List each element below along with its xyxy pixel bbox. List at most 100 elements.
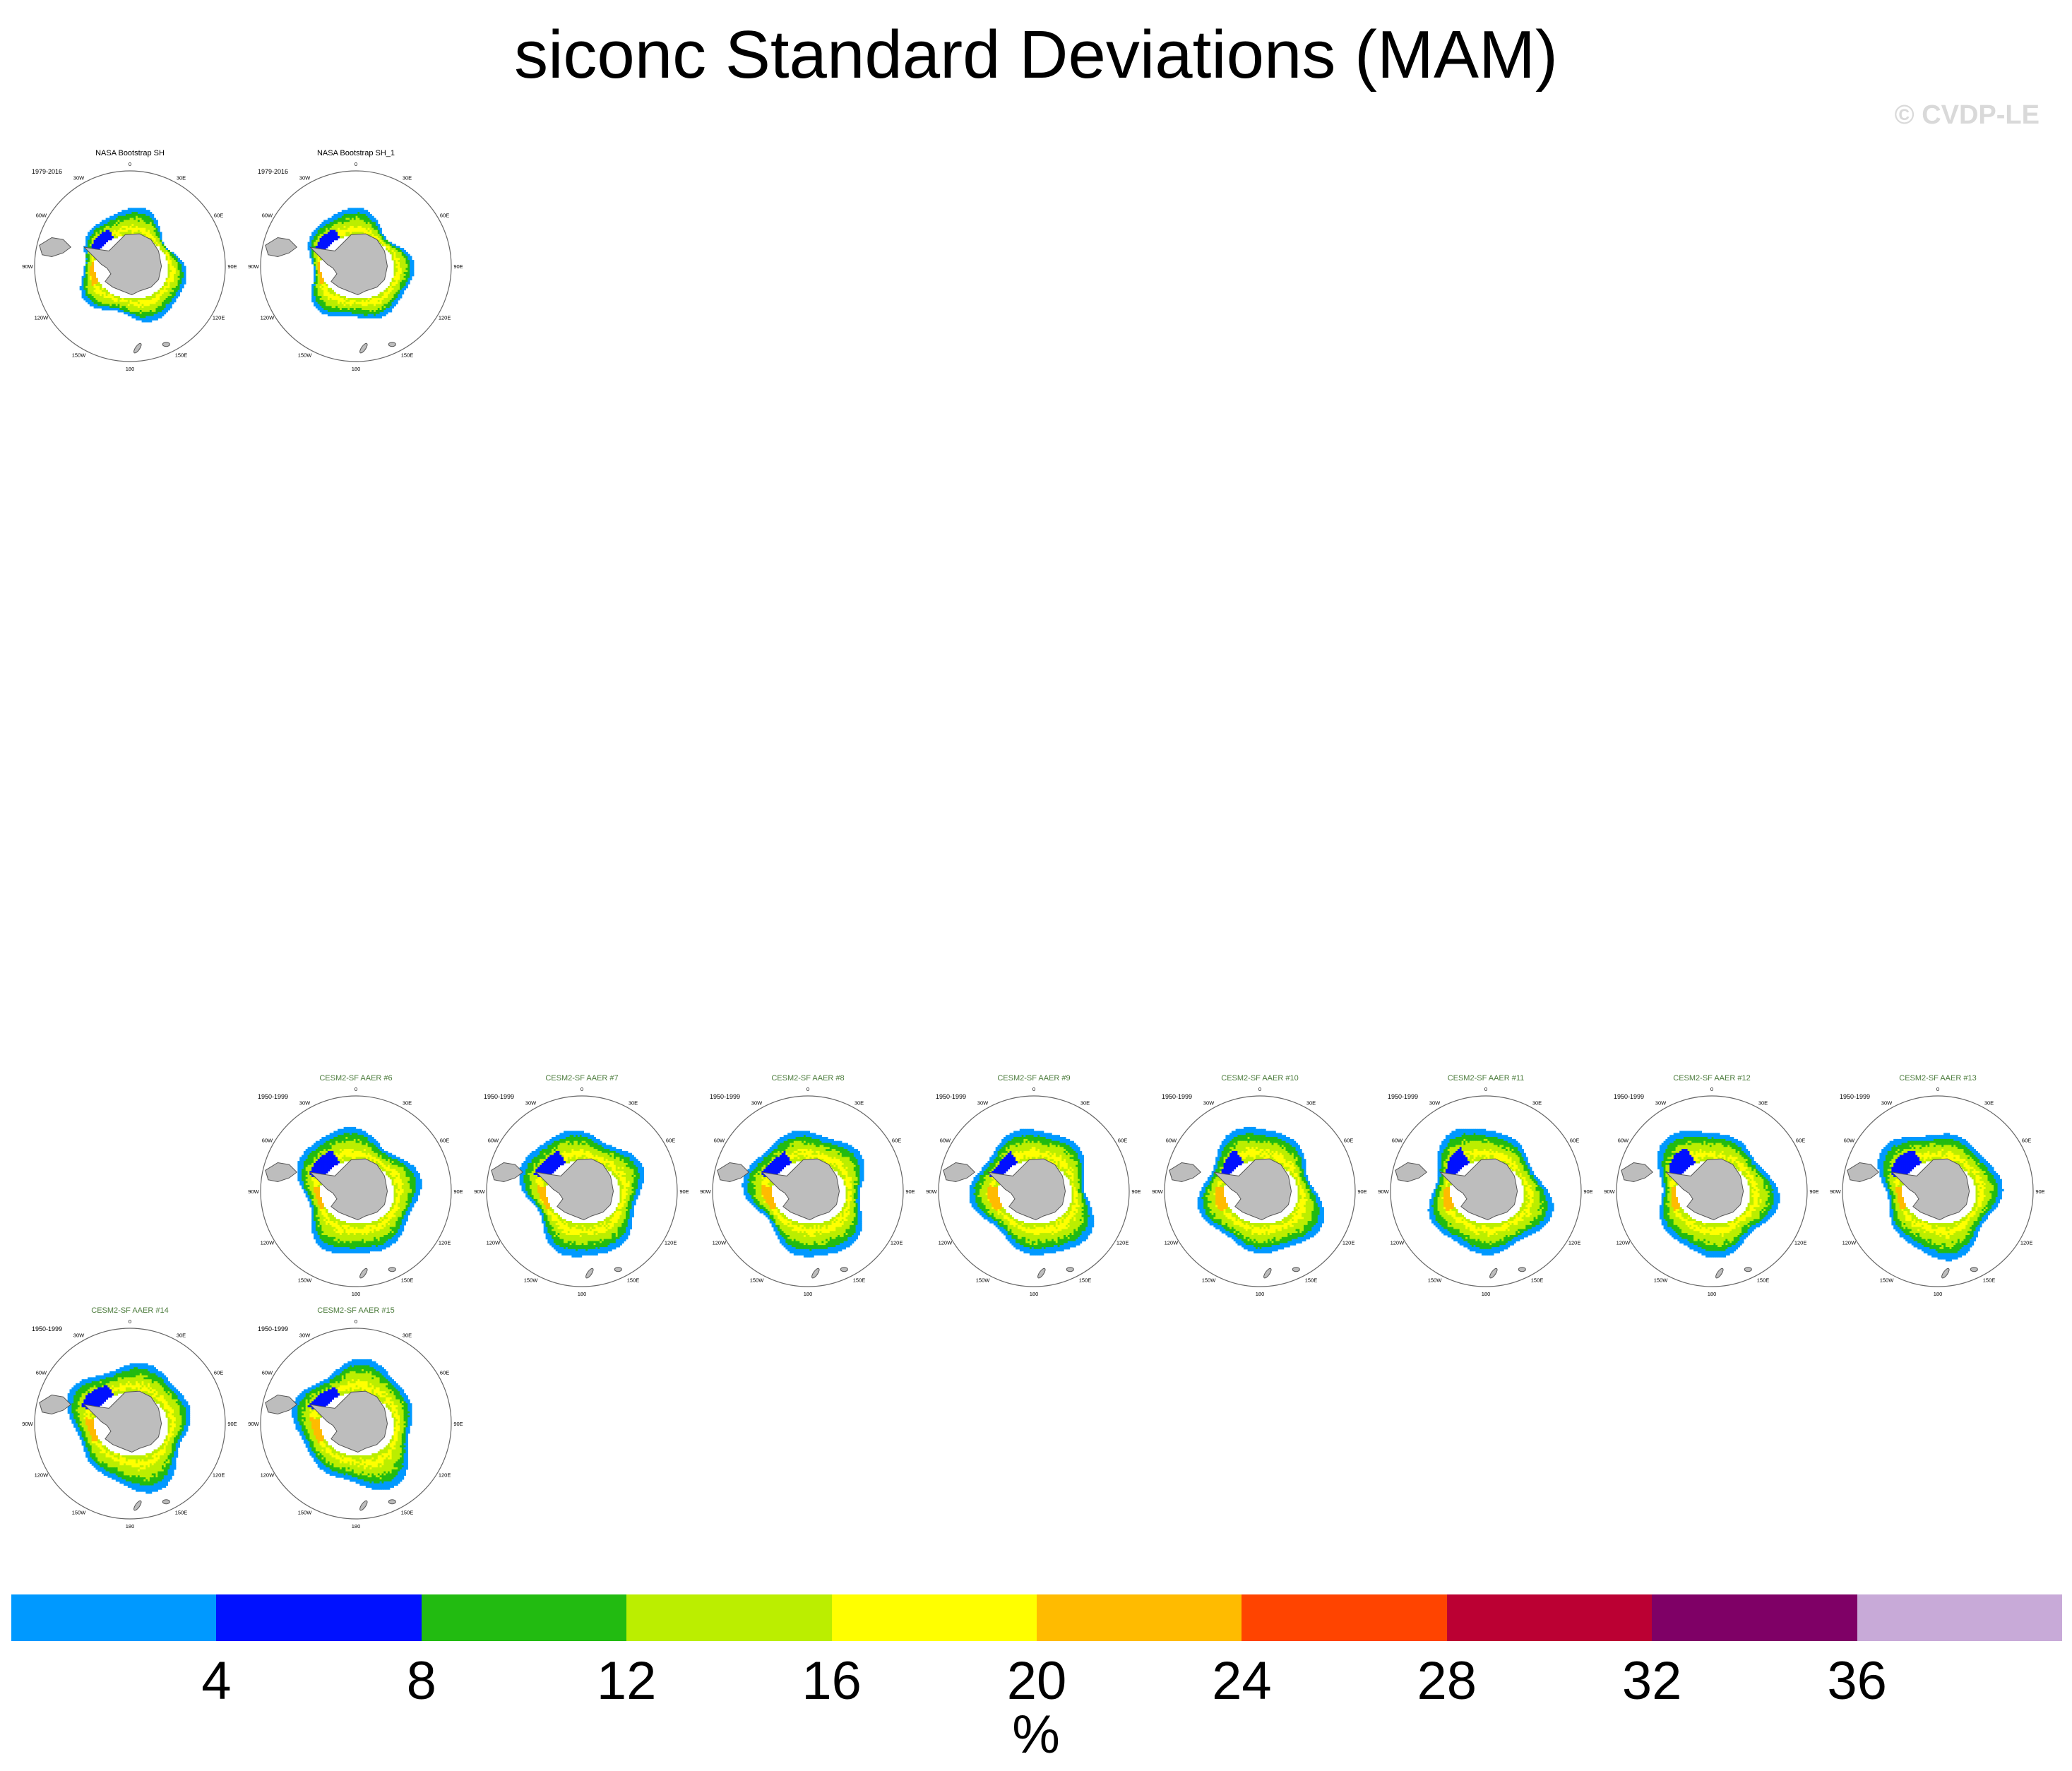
ice-cell	[369, 308, 372, 311]
ice-cell	[91, 237, 95, 241]
ice-cell	[323, 1233, 326, 1236]
ice-cell	[311, 1198, 314, 1202]
ice-cell	[89, 302, 93, 304]
ice-cell	[91, 302, 95, 304]
ice-cell	[81, 278, 84, 280]
ice-cell	[89, 270, 93, 273]
ice-cell	[83, 278, 86, 280]
ice-cell	[160, 246, 162, 249]
ice-cell	[415, 1174, 418, 1178]
ice-cell	[386, 246, 388, 249]
ice-cell	[91, 287, 95, 291]
ice-cell	[379, 234, 382, 237]
ice-cell	[398, 290, 400, 292]
ice-cell	[160, 248, 162, 251]
ice-cell	[177, 285, 180, 289]
ice-cell	[363, 1239, 367, 1241]
ice-cell	[369, 1140, 372, 1144]
ice-cell	[339, 1152, 343, 1156]
ice-cell	[335, 1147, 338, 1150]
ice-cell	[88, 292, 90, 294]
ice-cell	[165, 249, 168, 253]
ice-cell	[403, 261, 406, 265]
ice-cell	[339, 296, 343, 299]
ice-cell	[398, 246, 400, 249]
ice-cell	[375, 1140, 379, 1144]
lon-label: 60E	[214, 213, 223, 219]
ice-cell	[323, 1140, 326, 1144]
lon-label: 30E	[177, 174, 186, 181]
ice-cell	[323, 1164, 326, 1168]
ice-cell	[537, 1198, 540, 1202]
ice-cell	[83, 280, 86, 282]
ice-cell	[149, 308, 153, 311]
ice-cell	[317, 1164, 321, 1168]
ice-cell	[386, 311, 388, 315]
ice-cell	[172, 296, 174, 299]
ice-cell	[143, 314, 146, 316]
ice-cell	[351, 302, 355, 304]
ice-cell	[363, 1131, 367, 1133]
ice-cell	[317, 290, 321, 292]
ice-cell	[91, 296, 95, 299]
ice-cell	[88, 260, 90, 263]
ice-cell	[537, 1181, 540, 1183]
ice-cell	[375, 1233, 379, 1236]
ice-cell	[131, 210, 134, 213]
ice-cell	[93, 229, 96, 232]
ice-cell	[357, 308, 360, 311]
ice-cell	[398, 1171, 400, 1174]
ice-cell	[410, 1198, 412, 1202]
ice-cell	[363, 1137, 367, 1140]
ice-cell	[398, 273, 400, 277]
ice-cell	[93, 244, 96, 246]
ice-cell	[117, 296, 120, 299]
ice-cell	[143, 320, 146, 323]
ice-cell	[401, 292, 405, 294]
ice-cell	[351, 1152, 355, 1156]
ice-cell	[89, 246, 93, 249]
ice-cell	[398, 1164, 400, 1168]
ice-cell	[88, 278, 90, 280]
ice-cell	[329, 1215, 333, 1217]
ice-cell	[125, 311, 129, 315]
ice-cell	[89, 290, 93, 292]
ice-cell	[93, 225, 96, 229]
ice-cell	[391, 296, 394, 299]
ice-cell	[165, 296, 168, 299]
ice-cell	[335, 296, 338, 299]
ice-cell	[181, 261, 184, 265]
ice-cell	[357, 316, 360, 318]
ice-cell	[351, 215, 355, 219]
ice-cell	[131, 308, 134, 311]
ice-cell	[375, 296, 379, 299]
ice-cell	[317, 1233, 321, 1236]
ice-cell	[379, 1152, 382, 1156]
ice-cell	[89, 261, 93, 265]
ice-cell	[329, 296, 333, 299]
ice-cell	[172, 256, 174, 258]
ice-cell	[91, 272, 95, 275]
ice-cell	[398, 1186, 400, 1190]
ice-cell	[386, 1233, 388, 1236]
ice-cell	[371, 215, 374, 219]
ice-cell	[369, 1233, 372, 1236]
ice-cell	[531, 1171, 535, 1174]
ice-cell	[88, 256, 90, 258]
ice-cell	[85, 275, 88, 279]
ice-cell	[383, 1247, 386, 1250]
ice-cell	[91, 256, 95, 258]
ice-cell	[326, 1210, 328, 1214]
ice-cell	[415, 1198, 418, 1202]
ice-cell	[343, 1221, 346, 1224]
ice-cell	[172, 268, 174, 270]
ice-cell	[391, 285, 394, 289]
ice-cell	[403, 285, 406, 289]
ice-cell	[93, 242, 96, 244]
ice-cell	[363, 1245, 367, 1248]
ice-cell	[326, 285, 328, 289]
panel-period: 1950-1999	[484, 1093, 514, 1100]
ice-cell	[91, 282, 95, 285]
ice-cell	[89, 229, 93, 232]
ice-cell	[85, 287, 88, 291]
